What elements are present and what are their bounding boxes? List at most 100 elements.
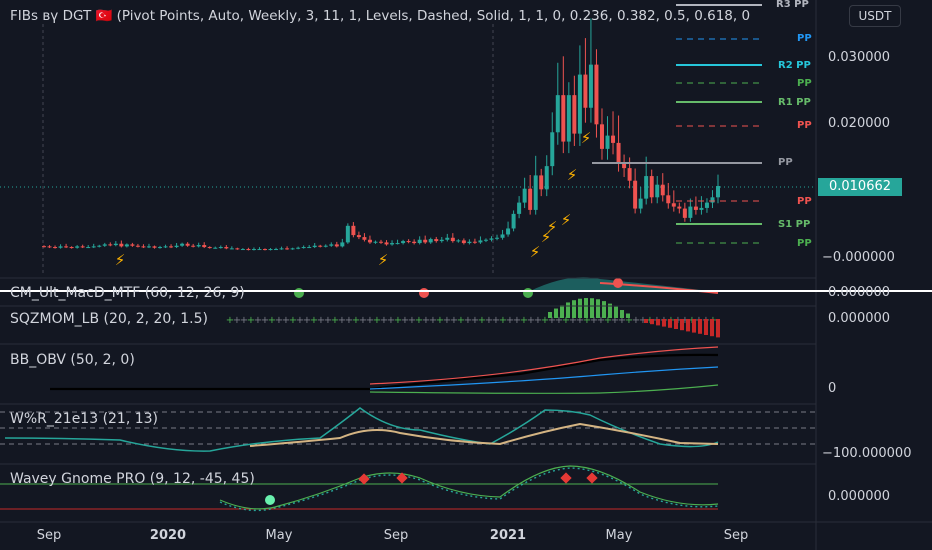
wavey-signal-line: [219, 467, 719, 512]
momentum-bar: [608, 303, 612, 318]
squeeze-dot: +: [604, 315, 612, 326]
squeeze-dot: +: [338, 315, 346, 326]
lightning-marker: ⚡: [547, 218, 558, 236]
lightning-marker: ⚡: [530, 243, 541, 261]
candle-body: [588, 64, 593, 108]
momentum-bar: [572, 300, 576, 318]
momentum-bar: [680, 319, 684, 331]
candle-body: [307, 247, 312, 249]
momentum-bar: [578, 298, 582, 318]
candle-body: [627, 168, 632, 181]
candle-body: [699, 207, 704, 210]
momentum-bar: [602, 301, 606, 318]
squeeze-dot: +: [506, 315, 514, 326]
squeeze-dot: +: [268, 315, 276, 326]
candle-body: [53, 247, 58, 249]
time-tick-label: Sep: [383, 528, 409, 543]
squeeze-dot: +: [443, 315, 451, 326]
squeeze-dot: +: [373, 315, 381, 326]
squeeze-dot: +: [513, 315, 521, 326]
squeeze-dot: +: [247, 315, 255, 326]
momentum-bar: [596, 299, 600, 318]
squeeze-dot: +: [499, 315, 507, 326]
currency-button[interactable]: USDT: [849, 5, 901, 27]
wavey-sell-marker: [560, 472, 572, 484]
squeeze-dot: +: [282, 315, 290, 326]
squeeze-dot: +: [597, 315, 605, 326]
time-tick-label: May: [265, 528, 293, 543]
candle-body: [97, 245, 102, 247]
signal-markers: ⚡ ⚡ ⚡⚡⚡ ⚡⚡⚡: [115, 129, 592, 269]
candle-body: [218, 247, 223, 249]
candle-body: [428, 239, 433, 243]
wavey-sell-marker: [586, 472, 598, 484]
squeeze-dot: +: [408, 315, 416, 326]
candle-body: [42, 246, 46, 248]
candle-body: [704, 202, 709, 208]
candle-body: [677, 206, 682, 209]
squeeze-dot: +: [289, 315, 297, 326]
candle-body: [506, 228, 511, 235]
squeeze-dot: +: [485, 315, 493, 326]
momentum-bar: [704, 319, 708, 335]
candle-body: [528, 188, 533, 210]
squeeze-dot: +: [436, 315, 444, 326]
candle-body: [130, 244, 135, 246]
pane-axis-label: 0.000000: [828, 311, 891, 326]
candle-body: [688, 206, 693, 218]
candle-body: [434, 239, 439, 242]
candle-body: [274, 249, 279, 251]
candle-body: [191, 245, 196, 247]
candle-body: [312, 245, 317, 248]
candle-body: [555, 95, 560, 133]
momentum-bar: [686, 319, 690, 332]
squeeze-dot: +: [534, 315, 542, 326]
candle-body: [417, 239, 422, 244]
time-tick-label: Sep: [36, 528, 62, 543]
candle-body: [439, 239, 444, 242]
pivot-label: PP: [797, 78, 812, 89]
pane-axis-label: 0.000000: [828, 489, 891, 504]
pivot-label: PP: [797, 238, 812, 249]
squeeze-dot: +: [366, 315, 374, 326]
candle-body: [251, 249, 256, 251]
candle-body: [577, 74, 582, 134]
squeeze-dot: +: [464, 315, 472, 326]
momentum-bar: [662, 319, 666, 327]
indicator-title-macd: CM_Ult_MacD_MTF (60, 12, 26, 9): [10, 285, 245, 301]
time-tick-label: May: [605, 528, 633, 543]
pane-separators: [0, 277, 932, 465]
candle-body: [180, 243, 185, 246]
candle-body: [710, 197, 715, 203]
momentum-bar: [674, 319, 678, 329]
candle-body: [693, 206, 698, 210]
candle-body: [644, 176, 649, 199]
candle-body: [262, 249, 267, 251]
candle-body: [539, 175, 544, 190]
momentum-bar: [590, 298, 594, 318]
candle-body: [461, 240, 466, 244]
pane-axis-label: −100.000000: [822, 446, 912, 461]
price-tick-label: 0.030000: [828, 50, 891, 65]
momentum-bar: [656, 319, 660, 326]
candle-body: [649, 176, 654, 198]
squeeze-dot: +: [590, 315, 598, 326]
candle-body: [445, 237, 450, 240]
candle-body: [141, 246, 146, 248]
candle-body: [279, 248, 284, 250]
candle-body: [47, 246, 52, 248]
candle-body: [379, 241, 383, 243]
squeeze-dot: +: [331, 315, 339, 326]
squeeze-dot: +: [541, 315, 549, 326]
squeeze-dot: +: [324, 315, 332, 326]
candle-body: [467, 241, 472, 244]
squeeze-dot: +: [569, 315, 577, 326]
squeeze-dot: +: [576, 315, 584, 326]
pane-axis-label: 0: [828, 381, 837, 396]
pivot-label: PP: [797, 196, 812, 207]
wavey-line: [219, 465, 719, 510]
candlestick-series: [42, 18, 720, 251]
candle-body: [334, 244, 339, 247]
squeeze-dot: +: [317, 315, 325, 326]
